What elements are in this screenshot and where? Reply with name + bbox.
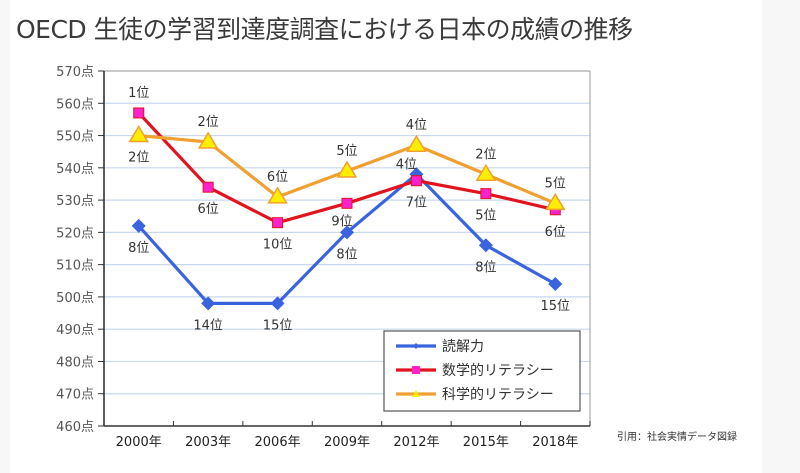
marker-square: [202, 181, 214, 193]
rank-label: 6位: [267, 170, 288, 185]
marker-triangle: [475, 163, 497, 182]
marker-diamond: [340, 225, 354, 240]
y-tick-label: 520点: [56, 226, 94, 241]
y-tick-label: 560点: [56, 97, 94, 112]
rank-label: 6位: [545, 225, 566, 240]
marker-triangle: [406, 134, 427, 152]
y-tick-label: 530点: [56, 194, 94, 209]
x-axis-ticks: 2000年 2003年 2006年 2009年 2012年 2015年 2018年: [103, 421, 591, 450]
rank-label: 14位: [193, 318, 223, 333]
marker-diamond: [131, 218, 146, 233]
marker-diamond: [201, 296, 216, 311]
marker-triangle: [267, 186, 288, 204]
source-credit: 引用：社会実情データ図録: [617, 432, 737, 443]
series-markers: [128, 107, 566, 311]
rank-label: 7位: [406, 196, 427, 211]
y-tick-label: 470点: [56, 388, 94, 403]
marker-square: [341, 197, 353, 209]
page-title: OECD 生徒の学習到達度調査における日本の成績の推移: [16, 15, 633, 44]
rank-label: 2位: [475, 147, 496, 162]
rank-label: 8位: [336, 247, 357, 262]
rank-label: 8位: [475, 260, 496, 275]
rank-label: 6位: [198, 202, 219, 217]
y-axis-ticks: 570点 560点 550点 540点 530点 520点 510点 500点 490点 480点…: [56, 65, 104, 435]
marker-square: [410, 175, 422, 187]
marker-square: [133, 107, 145, 119]
rank-label: 10位: [263, 238, 293, 253]
marker-triangle: [544, 192, 566, 211]
y-tick-label: 460点: [56, 420, 94, 435]
rank-label: 2位: [128, 151, 149, 166]
rank-label: 9位: [331, 214, 352, 229]
x-tick-label: 2009年: [324, 435, 370, 450]
rank-label: 5位: [336, 144, 357, 159]
marker-square: [480, 188, 492, 200]
y-tick-label: 480点: [56, 355, 94, 370]
marker-triangle: [336, 160, 358, 178]
rank-label: 5位: [545, 176, 566, 191]
y-tick-label: 570点: [56, 65, 94, 80]
x-tick-label: 2012年: [393, 435, 439, 450]
legend-label: 読解力: [442, 338, 484, 355]
marker-diamond: [478, 238, 493, 253]
y-tick-label: 540点: [56, 162, 94, 177]
legend-marker-square: [412, 366, 420, 374]
x-tick-label: 2006年: [255, 435, 301, 450]
legend-marker-triangle: [412, 390, 420, 397]
marker-triangle: [197, 131, 219, 149]
y-tick-label: 500点: [56, 291, 94, 306]
rank-label: 1位: [128, 86, 149, 101]
x-tick-label: 2015年: [463, 435, 509, 450]
rank-label: 5位: [475, 209, 496, 224]
y-tick-label: 510点: [56, 259, 94, 274]
legend-marker-diamond: [413, 343, 419, 349]
rank-labels: 8位 14位 15位 8位 4位 8位 15位 1位 6位 10位 9位 7位 5位 6位 2位 2位 6位 5位…: [128, 86, 570, 333]
axes: [103, 70, 591, 427]
rank-label: 15位: [541, 299, 571, 314]
marker-diamond: [548, 277, 563, 291]
rank-label: 4位: [396, 157, 417, 172]
rank-label: 8位: [128, 241, 149, 256]
marker-triangle: [128, 125, 150, 143]
legend-label: 数学的リテラシー: [442, 363, 554, 379]
rank-label: 4位: [406, 118, 427, 133]
rank-label: 2位: [198, 115, 219, 130]
y-tick-label: 490点: [56, 323, 94, 338]
legend-label: 科学的リテラシー: [442, 387, 554, 403]
x-tick-label: 2018年: [532, 435, 578, 450]
x-tick-label: 2003年: [185, 435, 231, 450]
x-tick-label: 2000年: [116, 435, 162, 450]
rank-label: 15位: [263, 318, 293, 333]
y-tick-label: 550点: [56, 130, 94, 145]
marker-diamond: [270, 296, 285, 311]
marker-square: [272, 217, 284, 229]
